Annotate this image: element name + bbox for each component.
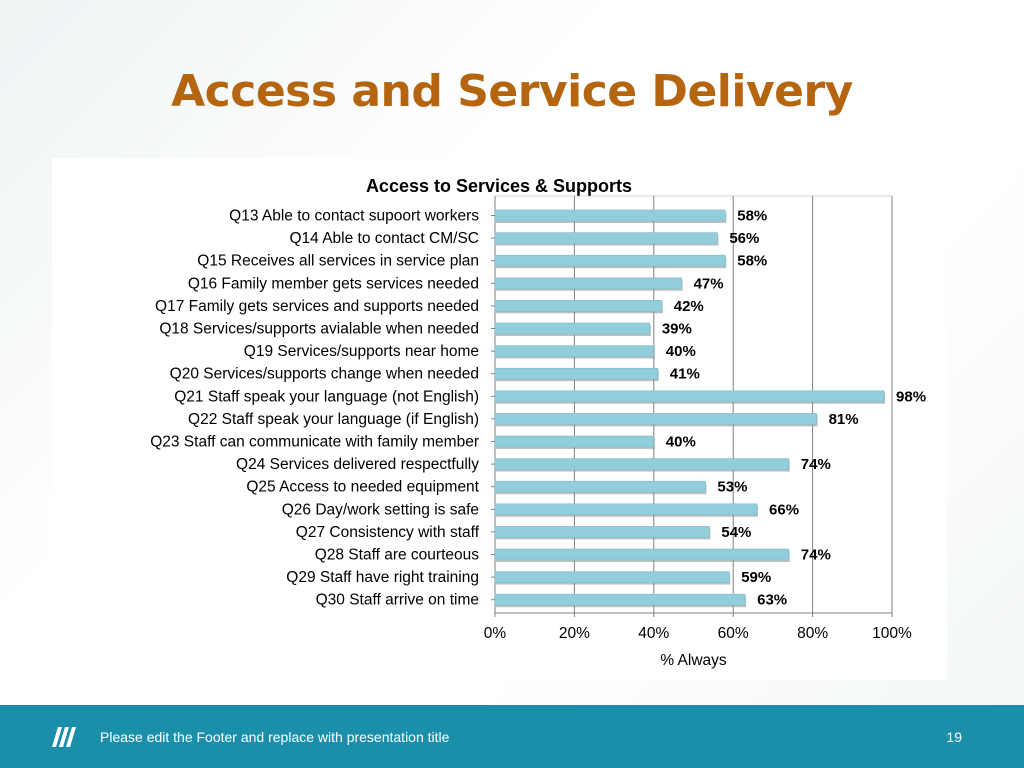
brand-stripes-logo <box>52 727 76 747</box>
value-label: 58% <box>737 208 767 225</box>
category-label: Q22 Staff speak your language (if Englis… <box>188 411 479 428</box>
category-label: Q27 Consistency with staff <box>296 524 480 541</box>
category-label: Q15 Receives all services in service pla… <box>197 253 479 270</box>
value-label: 54% <box>721 524 751 541</box>
x-tick-label: 0% <box>484 625 507 642</box>
value-label: 40% <box>666 434 696 451</box>
value-label: 98% <box>896 388 926 405</box>
x-tick-label: 20% <box>559 625 590 642</box>
x-tick-label: 40% <box>638 625 669 642</box>
x-tick-label: 80% <box>797 625 828 642</box>
category-label: Q19 Services/supports near home <box>244 343 479 360</box>
bar <box>494 503 758 516</box>
category-label: Q24 Services delivered respectfully <box>236 456 479 473</box>
category-label: Q23 Staff can communicate with family me… <box>150 434 479 451</box>
bar <box>494 593 746 606</box>
chart-title: Access to Services & Supports <box>366 176 632 196</box>
footer-text: Please edit the Footer and replace with … <box>100 729 450 745</box>
value-label: 40% <box>666 343 696 360</box>
category-label: Q30 Staff arrive on time <box>316 592 479 609</box>
slide-title: Access and Service Delivery <box>171 66 853 117</box>
bar <box>494 277 682 290</box>
bar <box>494 548 790 561</box>
bar <box>494 367 659 380</box>
bar <box>494 322 651 335</box>
bar <box>494 435 655 448</box>
category-label: Q20 Services/supports change when needed <box>170 366 479 383</box>
value-label: 39% <box>662 321 692 338</box>
category-label: Q18 Services/supports avialable when nee… <box>159 321 479 338</box>
category-label: Q17 Family gets services and supports ne… <box>155 298 479 315</box>
category-label: Q16 Family member gets services needed <box>188 275 479 292</box>
bar <box>494 413 817 425</box>
value-label: 74% <box>801 456 831 473</box>
page-number: 19 <box>946 729 962 745</box>
bar <box>494 300 663 312</box>
category-label: Q28 Staff are courteous <box>315 547 480 564</box>
value-label: 59% <box>741 569 771 586</box>
bar-chart: Access to Services & Supports Q13 Able to… <box>150 176 926 669</box>
value-label: 66% <box>769 501 799 518</box>
x-axis-title: % Always <box>660 652 727 669</box>
category-label: Q25 Access to needed equipment <box>246 479 479 496</box>
value-label: 56% <box>729 230 759 247</box>
category-label: Q21 Staff speak your language (not Engli… <box>174 388 479 405</box>
bar <box>494 458 790 470</box>
category-label: Q14 Able to contact CM/SC <box>289 230 479 247</box>
value-label: 74% <box>801 547 831 564</box>
bar <box>494 254 726 267</box>
chart-panel: Access to Services & Supports Q13 Able to… <box>52 158 947 680</box>
value-label: 47% <box>694 275 724 292</box>
x-tick-label: 60% <box>718 625 749 642</box>
value-label: 41% <box>670 366 700 383</box>
bar <box>494 571 730 583</box>
bar <box>494 345 655 357</box>
bar <box>494 390 885 403</box>
bar <box>494 480 706 493</box>
value-label: 63% <box>757 592 787 609</box>
x-tick-label: 100% <box>872 625 912 642</box>
value-label: 53% <box>717 479 747 496</box>
bar <box>494 526 710 538</box>
footer-bar: Please edit the Footer and replace with … <box>0 705 1024 768</box>
bar <box>494 232 718 244</box>
category-label: Q29 Staff have right training <box>286 569 479 586</box>
value-label: 58% <box>737 253 767 270</box>
category-label: Q13 Able to contact supoort workers <box>229 208 479 225</box>
value-label: 42% <box>674 298 704 315</box>
value-label: 81% <box>829 411 859 428</box>
category-label: Q26 Day/work setting is safe <box>282 501 479 518</box>
bar <box>494 209 726 222</box>
